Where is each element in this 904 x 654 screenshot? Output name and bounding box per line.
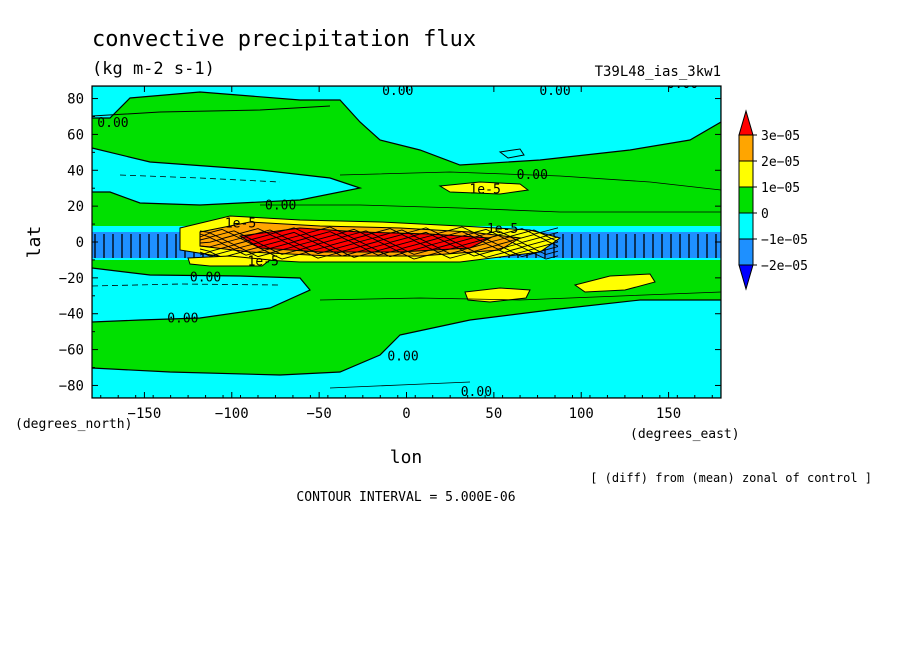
neg-blob-small [498,148,525,159]
y-tick-label: 80 [67,92,84,108]
colorbar-label: −2e−05 [761,259,808,274]
chart-units: (kg m-2 s-1) [92,59,215,79]
contour-label: 1e-5 [248,254,279,269]
y-tick-label: 40 [67,163,84,179]
pos-blob-south-west [187,255,272,267]
x-tick-label: −150 [128,406,162,422]
x-tick-label: 0 [402,406,410,422]
x-axis: −150 −100 −50 0 50 100 150 [100,86,713,422]
y-tick-label: −60 [59,343,84,359]
precipitation-field: 0.00 0.00 0.00 0.00 0.00 1e-5 0.00 1e-5 1e-5 1e-5… [92,77,721,400]
colorbar-cap-top [738,109,754,136]
contour-label: 0.00 [387,349,418,364]
colorbar-label: 3e−05 [761,129,800,144]
contour-line-4 [319,291,721,301]
contour-labels: 0.00 0.00 0.00 0.00 0.00 1e-5 0.00 1e-5 1e-5 1e-5… [97,77,698,400]
x-tick-label: 100 [569,406,594,422]
contour-label: 0.00 [167,312,198,327]
contour-label: 1e-5 [469,183,500,198]
dense-contour [199,247,559,257]
contour-label: 0.00 [539,84,570,99]
neg-region-north-polar [92,86,721,166]
contour-dashed-2 [92,283,281,287]
pos-blob-south-center [464,287,531,303]
y-tick-label: −80 [59,378,84,394]
x-tick-label: −50 [306,406,331,422]
contour-label: 0.00 [97,116,128,131]
run-label: T39L48_ias_3kw1 [595,64,721,80]
contour-interval: CONTOUR INTERVAL = 5.000E-06 [296,490,515,505]
colorbar-segment [738,238,754,266]
contour-line-2 [339,171,721,191]
contour-label: 0.00 [667,77,698,92]
contour-label: 0.00 [382,84,413,99]
pos-blob-north [438,181,530,195]
colorbar-label: 0 [761,207,769,222]
dense-contour [199,250,559,260]
y-tick-label: 0 [76,235,84,251]
colorbar-label: 1e−05 [761,181,800,196]
dense-contours [199,226,559,260]
contour-label: 0.00 [265,199,296,214]
x-units-label: (degrees_east) [630,427,740,442]
x-tick-label: 150 [656,406,681,422]
contour-line-3 [260,204,721,213]
neg-region-north-atlantic [92,147,363,206]
y-tick-label: 60 [67,127,84,143]
colorbar-label: −1e−05 [761,233,808,248]
contour-label: 0.00 [461,385,492,400]
colorbar: 3e−05 2e−05 1e−05 0 −1e−05 −2e−05 [738,109,808,291]
colorbar-segment [738,186,754,214]
neg-region-south-pacific [92,267,311,323]
y-units-label: (degrees_north) [15,417,132,432]
y-tick-label: 20 [67,199,84,215]
contour-label: 0.00 [190,270,221,285]
pos-blob-south-east [573,273,656,293]
y-axis-label: lat [24,226,45,259]
colorbar-segment [738,212,754,240]
y-axis: 80 60 40 20 0 −20 −40 −60 −80 [59,92,721,394]
contour-label: 1e-5 [225,217,256,232]
chart-title: convective precipitation flux [92,27,476,52]
contour-label: 0.00 [517,168,548,183]
colorbar-segment [738,160,754,188]
y-tick-label: −40 [59,307,84,323]
x-tick-label: 50 [485,406,502,422]
x-tick-label: −100 [215,406,249,422]
colorbar-label: 2e−05 [761,155,800,170]
contour-line-1 [92,105,331,117]
contour-line-5 [329,381,471,389]
colorbar-segment [738,134,754,162]
contour-dashed-1 [119,174,281,183]
footnote-right: [ (diff) from (mean) zonal of control ] [590,471,872,485]
colorbar-cap-bottom [738,264,754,291]
contour-label: 1e-5 [487,222,518,237]
x-axis-label: lon [390,447,423,468]
neg-region-southern-ocean [92,299,721,398]
y-tick-label: −20 [59,271,84,287]
